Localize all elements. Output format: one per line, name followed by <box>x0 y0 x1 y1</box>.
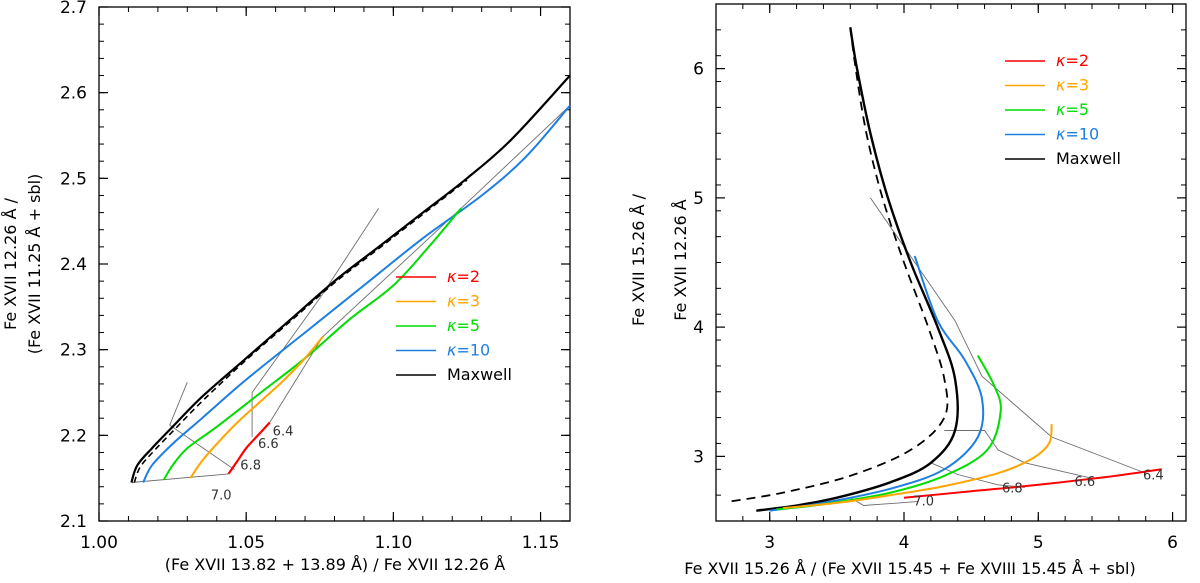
left-isotherm-line <box>251 208 380 437</box>
left-y-tick-label: 2.6 <box>60 84 87 104</box>
right-x-tick-label: 5 <box>1033 533 1044 553</box>
right-temperature-labels: 6.4 6.6 6.8 7.0 <box>913 469 1163 510</box>
right-isotherm-line <box>870 197 1146 474</box>
left-temperature-label: 7.0 <box>211 489 232 504</box>
left-y-tick-label: 2.3 <box>60 341 87 361</box>
left-legend-label: κ=2 <box>447 267 480 286</box>
right-series--2 <box>903 468 1162 499</box>
left-x-tick-label: 1.10 <box>374 533 412 553</box>
right-temperature-label: 6.8 <box>1002 482 1023 497</box>
left-series--5 <box>162 207 462 481</box>
right-x-tick-label: 6 <box>1167 533 1178 553</box>
right-series--3 <box>783 423 1053 510</box>
right-temperature-label: 7.0 <box>913 494 934 509</box>
left-x-axis-label: (Fe XVII 13.82 + 13.89 Å) / Fe XVII 12.2… <box>165 555 506 574</box>
right-x-tick-label: 4 <box>899 533 910 553</box>
left-temperature-label: 6.8 <box>240 459 261 474</box>
right-x-axis-label: Fe XVII 15.26 Å / (Fe XVII 15.45 + Fe XV… <box>684 559 1135 578</box>
right-y-tick-label: 5 <box>693 189 704 209</box>
left-y-axis-label-line2: (Fe XVII 11.25 Å + sbl) <box>25 174 44 355</box>
left-series-maxwell <box>130 74 571 483</box>
right-y-axis-label-line1: Fe XVII 15.26 Å / <box>629 193 648 326</box>
right-isotherm-line <box>944 430 1093 479</box>
left-temperature-labels: 6.46.6 6.8 7.0 <box>211 424 294 503</box>
right-panel: 3 4 5 6 3 4 5 6 6.4 6.6 6.8 7.0 κ=2 κ=3 κ=5 κ=10 Maxwe… <box>629 3 1187 578</box>
right-plot-frame <box>715 3 1187 522</box>
left-y-tick-label: 2.5 <box>60 169 87 189</box>
left-ticks: 1.00 1.05 1.10 1.15 2.1 2.2 2.3 2.4 2.5 2.6 2.7 <box>60 0 571 553</box>
right-x-tick-label: 3 <box>764 533 775 553</box>
left-series--10 <box>142 104 571 483</box>
right-series <box>729 27 1162 512</box>
left-temperature-label: 6.6 <box>258 437 279 452</box>
right-ticks: 3 4 5 6 3 4 5 6 <box>693 3 1186 553</box>
right-temperature-label: 6.6 <box>1075 475 1096 490</box>
left-isotherm-line <box>269 105 571 423</box>
right-legend-label: κ=3 <box>1056 76 1089 95</box>
left-x-tick-label: 1.15 <box>522 533 560 553</box>
right-series--10 <box>769 255 985 512</box>
right-y-tick-label: 4 <box>693 318 704 338</box>
right-series-maxwell <box>756 27 959 512</box>
left-y-tick-label: 2.1 <box>60 512 87 532</box>
left-y-axis-label-line1: Fe XVII 12.26 Å / <box>1 197 20 330</box>
left-series--3 <box>189 336 324 479</box>
right-y-axis-label-line2: Fe XVII 12.26 Å <box>671 199 690 321</box>
left-temperature-label: 6.4 <box>273 424 294 439</box>
left-legend: κ=2 κ=3 κ=5 κ=10 Maxwell <box>396 267 512 384</box>
right-legend-label: Maxwell <box>1056 149 1121 168</box>
right-legend-label: κ=5 <box>1056 100 1089 119</box>
right-y-tick-label: 3 <box>693 447 704 467</box>
left-y-tick-label: 2.7 <box>60 0 87 18</box>
right-series-maxwell-dashed <box>729 27 949 503</box>
left-plot-frame <box>98 6 571 522</box>
left-x-tick-label: 1.00 <box>80 533 118 553</box>
left-legend-label: κ=3 <box>447 292 480 311</box>
left-y-tick-label: 2.2 <box>60 426 87 446</box>
left-legend-label: κ=10 <box>447 341 490 360</box>
left-series--2 <box>227 421 271 475</box>
left-panel: 1.00 1.05 1.10 1.15 2.1 2.2 2.3 2.4 2.5 2.6 2.7 6.… <box>1 0 571 574</box>
right-legend-label: κ=10 <box>1056 125 1099 144</box>
left-series-maxwell-dashed <box>133 179 468 483</box>
right-legend: κ=2 κ=3 κ=5 κ=10 Maxwell <box>1005 51 1121 168</box>
right-legend-label: κ=2 <box>1056 51 1089 70</box>
left-isotherms <box>131 105 571 483</box>
right-y-tick-label: 6 <box>693 60 704 80</box>
left-series <box>130 74 571 483</box>
left-isotherm-line <box>169 382 235 470</box>
left-isotherm-line <box>131 473 229 483</box>
left-legend-label: Maxwell <box>447 365 512 384</box>
right-temperature-label: 6.4 <box>1143 469 1164 484</box>
left-x-tick-label: 1.05 <box>227 533 265 553</box>
left-y-tick-label: 2.4 <box>60 255 87 275</box>
left-legend-label: κ=5 <box>447 316 480 335</box>
